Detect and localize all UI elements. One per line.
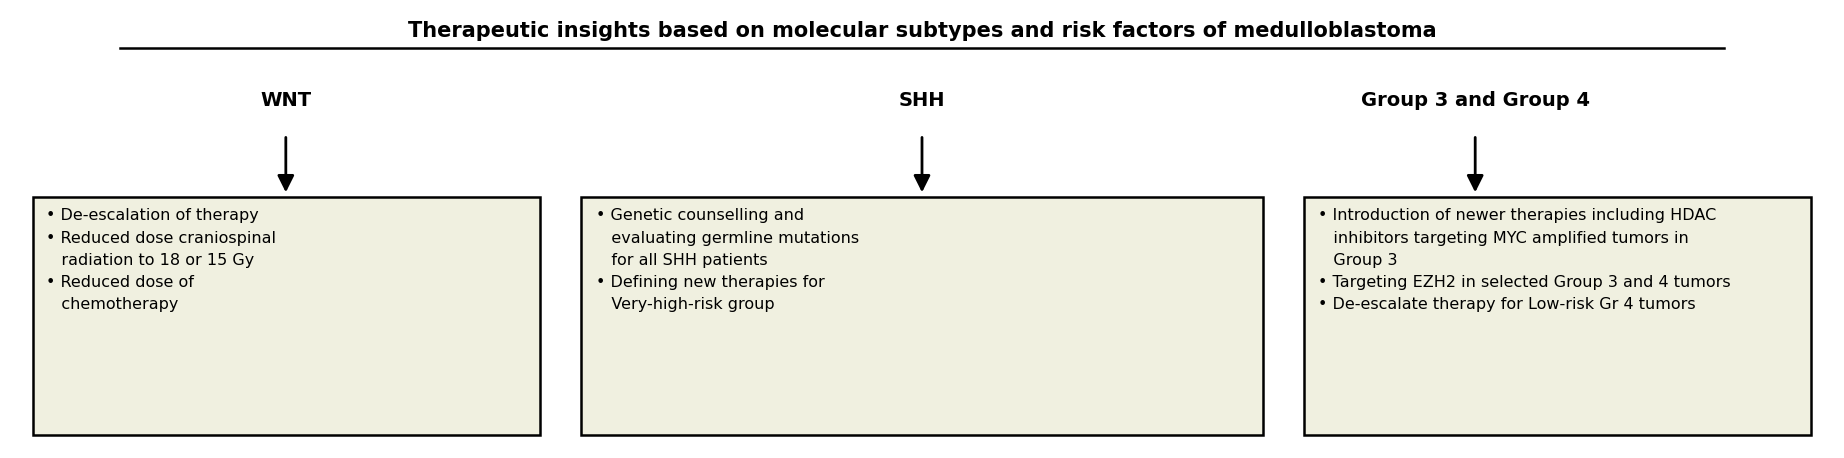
FancyBboxPatch shape: [33, 197, 540, 435]
Text: WNT: WNT: [260, 91, 312, 110]
Text: • Genetic counselling and
   evaluating germline mutations
   for all SHH patien: • Genetic counselling and evaluating ger…: [596, 208, 859, 312]
FancyBboxPatch shape: [1304, 197, 1811, 435]
Text: • Introduction of newer therapies including HDAC
   inhibitors targeting MYC amp: • Introduction of newer therapies includ…: [1318, 208, 1732, 312]
Text: • De-escalation of therapy
• Reduced dose craniospinal
   radiation to 18 or 15 : • De-escalation of therapy • Reduced dos…: [46, 208, 277, 312]
Text: SHH: SHH: [898, 91, 946, 110]
Text: Group 3 and Group 4: Group 3 and Group 4: [1361, 91, 1590, 110]
Text: Therapeutic insights based on molecular subtypes and risk factors of medulloblas: Therapeutic insights based on molecular …: [408, 21, 1436, 41]
FancyBboxPatch shape: [581, 197, 1263, 435]
